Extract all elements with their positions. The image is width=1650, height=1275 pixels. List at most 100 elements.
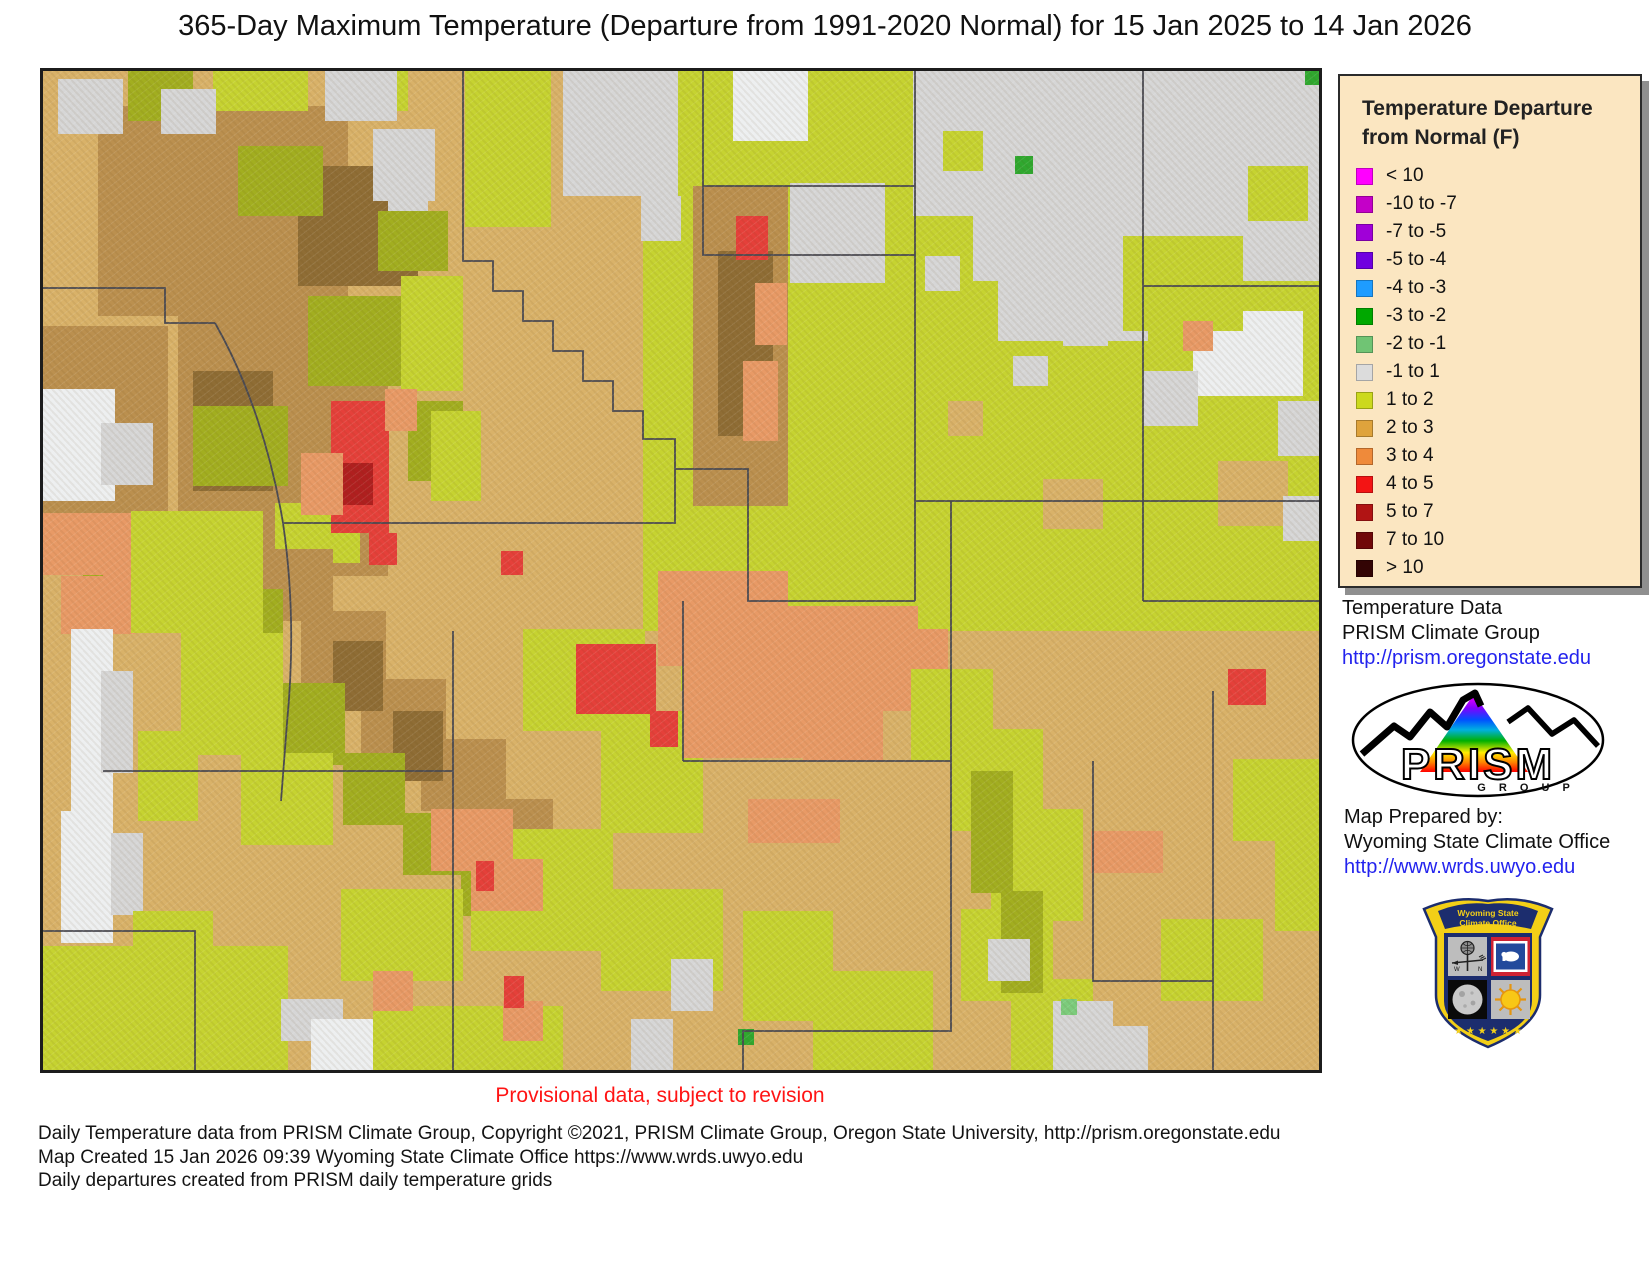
map-region <box>1248 166 1308 221</box>
map-region <box>733 71 808 141</box>
map-region <box>385 389 417 431</box>
map-region <box>1091 831 1163 873</box>
legend-item: -4 to -3 <box>1356 274 1630 302</box>
map-region <box>501 551 523 575</box>
prism-url-link[interactable]: http://prism.oregonstate.edu <box>1342 647 1592 669</box>
map-region <box>138 731 198 821</box>
legend-label: < 10 <box>1386 165 1424 186</box>
map-region <box>790 183 885 283</box>
footer-line-departures: Daily departures created from PRISM dail… <box>38 1170 553 1191</box>
legend-label: > 10 <box>1386 557 1424 578</box>
footer-line-created: Map Created 15 Jan 2026 09:39 Wyoming St… <box>38 1146 804 1168</box>
legend-swatch <box>1356 335 1373 353</box>
legend-label: -4 to -3 <box>1386 277 1447 298</box>
map-region <box>988 939 1030 981</box>
legend-title-line1: Temperature Departure <box>1362 97 1593 120</box>
map-region <box>111 833 143 915</box>
map-region <box>378 211 448 271</box>
map-region <box>241 753 333 845</box>
footer-line-copyright: Daily Temperature data from PRISM Climat… <box>38 1123 1281 1144</box>
map-region <box>755 283 787 345</box>
map-region <box>213 71 308 111</box>
legend-item: 4 to 5 <box>1356 470 1630 498</box>
map-region <box>301 453 343 515</box>
legend-item: 2 to 3 <box>1356 414 1630 442</box>
map-region <box>401 276 463 391</box>
map-region <box>1275 829 1319 931</box>
map-region <box>1013 356 1048 386</box>
legend-label: 3 to 4 <box>1386 445 1434 466</box>
legend-swatch <box>1356 223 1373 241</box>
legend-label: -3 to -2 <box>1386 305 1447 326</box>
map-region <box>683 663 808 758</box>
legend-items: < 10 -10 to -7 -7 to -5 -5 to -4 -4 to -3 -3 … <box>1356 162 1630 582</box>
map-region <box>1015 156 1033 174</box>
map-region <box>431 411 481 501</box>
legend-item: -3 to -2 <box>1356 302 1630 330</box>
wyoming-map-svg <box>43 71 1319 1070</box>
map-region <box>738 1029 754 1045</box>
wrds-url-link[interactable]: http://www.wrds.uwyo.edu <box>1344 856 1576 878</box>
map-region <box>1063 301 1108 346</box>
county-boundary <box>283 469 676 524</box>
map-region <box>671 959 713 1011</box>
wyoming-map <box>40 68 1322 1073</box>
map-region <box>813 971 933 1070</box>
map-region <box>388 166 428 211</box>
legend-swatch <box>1356 531 1373 549</box>
legend-item: -5 to -4 <box>1356 246 1630 274</box>
map-region <box>369 533 397 565</box>
shield-banner <box>1438 903 1538 929</box>
map-region <box>1278 401 1319 456</box>
map-region <box>1183 321 1213 351</box>
map-region <box>101 671 133 773</box>
county-boundary <box>675 468 915 602</box>
map-region <box>1043 479 1103 529</box>
legend-label: 7 to 10 <box>1386 529 1445 550</box>
footer-credits: Daily Temperature data from PRISM Climat… <box>38 1122 1281 1193</box>
legend-item: -2 to -1 <box>1356 330 1630 358</box>
map-region <box>283 683 345 765</box>
legend-label: -2 to -1 <box>1386 333 1447 354</box>
prism-logo-right-mountains <box>1506 705 1601 748</box>
prepared-org: Wyoming State Climate Office <box>1344 831 1611 853</box>
legend-swatch <box>1356 447 1373 465</box>
legend-item: 5 to 7 <box>1356 498 1630 526</box>
page-title: 365-Day Maximum Temperature (Departure f… <box>178 10 1472 42</box>
map-region <box>343 463 373 505</box>
legend-item: -10 to -7 <box>1356 190 1630 218</box>
prism-logo-group-text: G R O U P <box>1477 782 1575 794</box>
provisional-note: Provisional data, subject to revision <box>495 1084 825 1107</box>
county-boundary <box>682 501 952 761</box>
map-region <box>563 71 678 196</box>
map-region <box>943 131 983 171</box>
temp-data-label: Temperature Data <box>1342 597 1503 619</box>
legend-item: 7 to 10 <box>1356 526 1630 554</box>
legend-swatch <box>1356 559 1373 577</box>
map-region <box>504 976 524 1008</box>
map-region <box>58 79 123 134</box>
map-region <box>948 401 983 436</box>
map-region <box>1233 759 1319 841</box>
county-boundary <box>683 760 952 1070</box>
legend-title-line2: from Normal (F) <box>1362 126 1520 149</box>
map-region <box>1143 371 1198 426</box>
weather-vane-icon: W N <box>1448 937 1487 976</box>
legend-item: -7 to -5 <box>1356 218 1630 246</box>
temperature-data-credit: Temperature Data PRISM Climate Group htt… <box>1342 596 1591 671</box>
sun-icon <box>1491 980 1530 1019</box>
map-region <box>341 889 463 981</box>
legend-item: 3 to 4 <box>1356 442 1630 470</box>
legend-swatch <box>1356 307 1373 325</box>
legend-swatch <box>1356 391 1373 409</box>
map-region <box>476 861 494 891</box>
map-region <box>465 71 551 227</box>
legend-swatch <box>1356 363 1373 381</box>
legend-swatch <box>1356 475 1373 493</box>
shield-stars: ★ ★ ★ ★ ★ ★ <box>1454 1026 1522 1037</box>
county-boundary <box>915 500 1319 602</box>
legend-label: -7 to -5 <box>1386 221 1447 242</box>
legend-item: < 10 <box>1356 162 1630 190</box>
map-region <box>1273 216 1319 256</box>
legend-item: > 10 <box>1356 554 1630 582</box>
